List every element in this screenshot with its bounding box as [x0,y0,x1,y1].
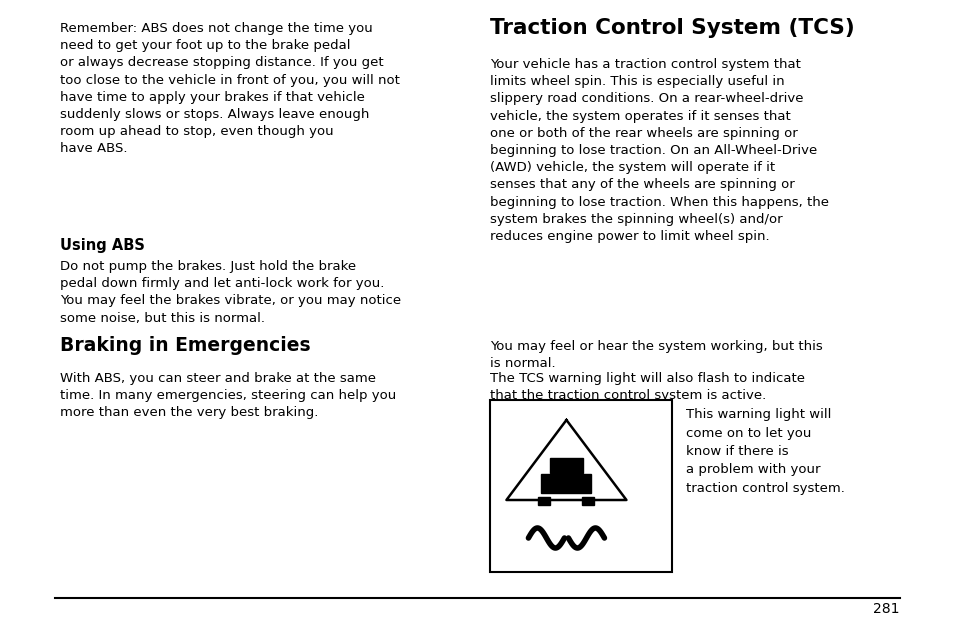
Text: This warning light will
come on to let you
know if there is
a problem with your
: This warning light will come on to let y… [685,408,844,495]
Bar [582,497,594,505]
Text: Braking in Emergencies: Braking in Emergencies [60,336,311,355]
Bar [541,474,591,493]
Text: Using ABS: Using ABS [60,238,145,253]
Text: Traction Control System (TCS): Traction Control System (TCS) [490,18,854,38]
Bar [537,497,550,505]
Text: The TCS warning light will also flash to indicate
that the traction control syst: The TCS warning light will also flash to… [490,372,804,402]
Text: You may feel or hear the system working, but this
is normal.: You may feel or hear the system working,… [490,340,821,370]
Bar [550,458,582,473]
Text: Do not pump the brakes. Just hold the brake
pedal down firmly and let anti-lock : Do not pump the brakes. Just hold the br… [60,260,400,324]
Text: With ABS, you can steer and brake at the same
time. In many emergencies, steerin: With ABS, you can steer and brake at the… [60,372,395,419]
Bar [490,400,671,572]
Text: Remember: ABS does not change the time you
need to get your foot up to the brake: Remember: ABS does not change the time y… [60,22,399,155]
Text: 281: 281 [873,602,899,616]
Text: Your vehicle has a traction control system that
limits wheel spin. This is espec: Your vehicle has a traction control syst… [490,58,828,243]
